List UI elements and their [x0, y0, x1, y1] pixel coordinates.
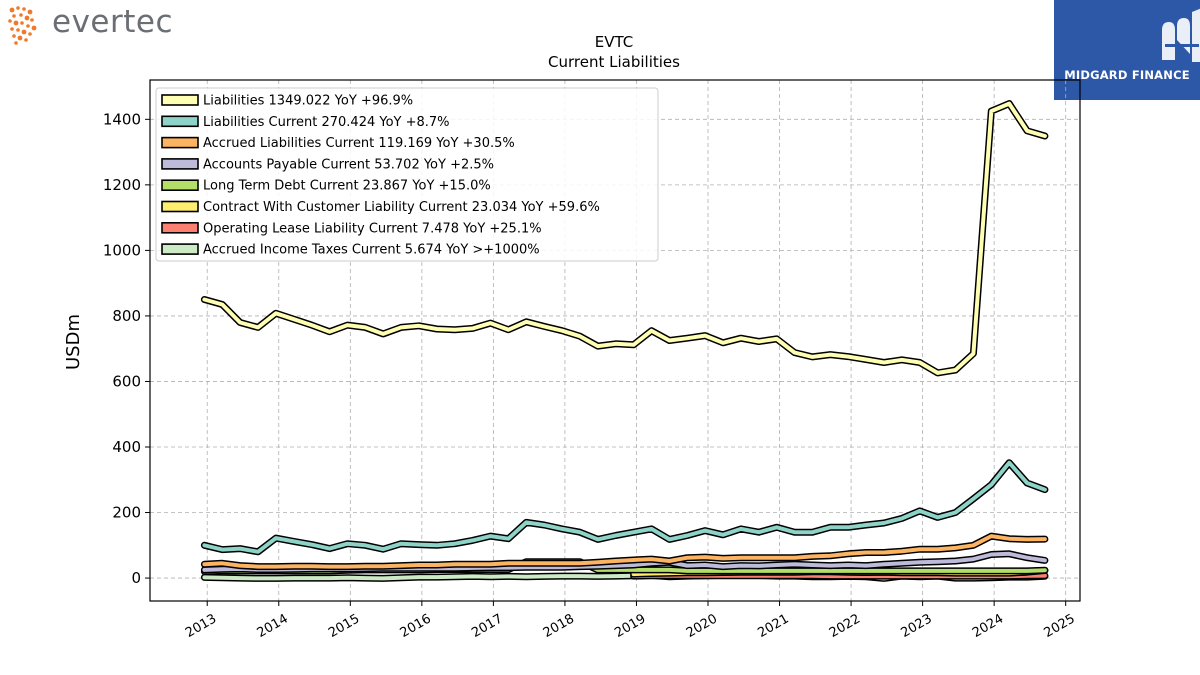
series-line [202, 534, 1047, 569]
x-tick-label: 2014 [255, 611, 291, 641]
legend-swatch [161, 243, 199, 255]
y-tick-label: 800 [112, 307, 141, 325]
x-tick-label: 2017 [469, 611, 505, 641]
y-axis-ticks: 0 200 400 600 800 1000 1200 1400 [103, 110, 150, 587]
logo-dot [26, 24, 30, 28]
legend-swatch [161, 200, 199, 213]
logo-dot [30, 18, 34, 22]
logo-dot [24, 38, 28, 42]
logo-dot [28, 32, 32, 36]
legend-swatch [161, 136, 199, 149]
legend-swatch [161, 158, 199, 170]
legend-label: Liabilities 1349.022 YoY +96.9% [203, 94, 413, 109]
y-axis-label: USDm [63, 314, 84, 370]
logo-dot [22, 7, 26, 11]
y-tick-label: 200 [112, 504, 141, 522]
y-tick-label: 1000 [103, 241, 141, 259]
logo-dot [16, 28, 20, 32]
legend-label: Accrued Income Taxes Current 5.674 YoY >… [203, 243, 540, 258]
logo-dot [17, 35, 23, 41]
logo-dot [12, 14, 16, 18]
x-tick-label: 2015 [326, 611, 362, 641]
x-tick-label: 2022 [827, 611, 863, 641]
legend-swatch [161, 222, 199, 234]
logo-dot [10, 27, 14, 31]
logo-dot [20, 21, 24, 25]
logo-dot [27, 9, 33, 15]
series-layer [200, 100, 1049, 582]
x-tick-label: 2021 [755, 611, 791, 641]
badge-text: MIDGARD FINANCE [1064, 68, 1190, 82]
y-tick-label: 1400 [103, 110, 141, 128]
legend-label: Long Term Debt Current 23.867 YoY +15.0% [203, 179, 491, 194]
logo-dot [21, 29, 27, 35]
y-tick-label: 400 [112, 438, 141, 456]
legend-swatch [161, 94, 199, 106]
logo-dot [24, 15, 30, 21]
legend-swatch [161, 115, 199, 128]
legend-label: Liabilities Current 270.424 YoY +8.7% [203, 115, 450, 130]
x-tick-label: 2013 [183, 611, 219, 641]
logo-dot [8, 19, 12, 23]
x-tick-label: 2019 [612, 611, 648, 641]
legend-label: Accounts Payable Current 53.702 YoY +2.5… [203, 157, 494, 172]
legend-label: Accrued Liabilities Current 119.169 YoY … [203, 136, 515, 151]
series-line [202, 460, 1047, 554]
midgard-emblem-icon [1162, 8, 1200, 62]
x-tick-label: 2024 [970, 611, 1006, 641]
logo-text: evertec [52, 4, 174, 40]
legend: Liabilities 1349.022 YoY +96.9% Liabiliti… [155, 87, 659, 262]
y-tick-label: 1200 [103, 176, 141, 194]
evertec-logo: evertec [0, 0, 200, 50]
y-tick-label: 0 [131, 569, 141, 587]
legend-box [155, 87, 659, 262]
x-tick-label: 2016 [398, 611, 434, 641]
x-tick-label: 2025 [1042, 611, 1078, 641]
chart-title: EVTC [595, 33, 634, 51]
logo-dot [9, 7, 15, 13]
chart-subtitle: Current Liabilities [548, 53, 680, 71]
x-tick-label: 2023 [898, 611, 934, 641]
x-axis-ticks: 2013 2014 2015 2016 2017 2018 2019 2020 2021 2022… [183, 601, 1078, 641]
y-tick-label: 600 [112, 372, 141, 390]
legend-swatch [161, 179, 199, 191]
logo-dot [14, 41, 18, 45]
x-tick-label: 2018 [541, 611, 577, 641]
x-tick-label: 2020 [684, 611, 720, 641]
legend-label: Contract With Customer Liability Current… [203, 200, 600, 215]
logo-dot [31, 25, 37, 31]
logo-dots-icon [8, 6, 37, 45]
midgard-finance-badge: MIDGARD FINANCE [1054, 0, 1200, 100]
logo-dot [16, 6, 20, 10]
legend-label: Operating Lease Liability Current 7.478 … [203, 221, 542, 236]
logo-dot [12, 34, 16, 38]
logo-dot [13, 20, 19, 26]
logo-dot [19, 13, 23, 17]
series-line [202, 101, 1047, 375]
plot-frame [149, 79, 1081, 602]
series-line-outline [200, 459, 1049, 556]
